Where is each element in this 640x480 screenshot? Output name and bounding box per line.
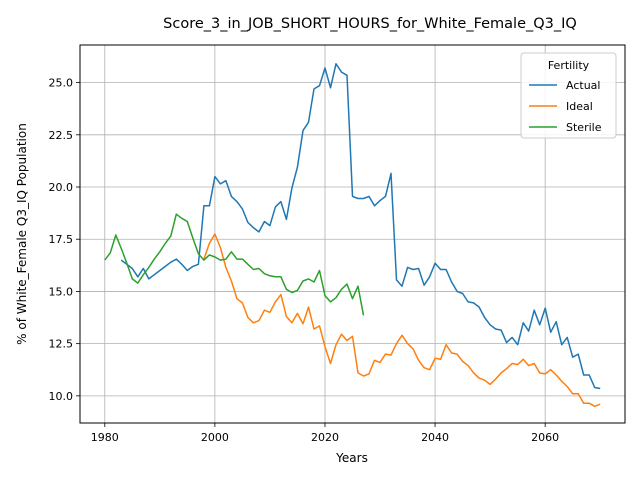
plot-frame (79, 44, 626, 424)
legend-label-sterile: Sterile (566, 121, 602, 134)
x-tick-label: 2060 (531, 431, 559, 444)
y-axis-ticks: 10.0 12.5 15.0 17.5 20.0 22.5 25.0 (49, 77, 80, 403)
y-tick-label: 17.5 (49, 233, 74, 246)
x-tick-label: 2020 (311, 431, 339, 444)
legend-label-ideal: Ideal (566, 100, 593, 113)
x-tick-label: 2040 (421, 431, 449, 444)
legend-box (520, 52, 617, 139)
x-tick-label: 2000 (201, 431, 229, 444)
y-tick-label: 22.5 (49, 129, 74, 142)
legend-label-actual: Actual (566, 79, 600, 92)
y-tick-label: 15.0 (49, 285, 74, 298)
x-axis-ticks: 1980 2000 2020 2040 2060 (91, 423, 559, 444)
y-axis-label: % of White_Female Q3_IQ Population (15, 123, 29, 345)
series-line-actual (120, 63, 601, 390)
series-lines (104, 63, 601, 408)
series-line-sterile (104, 213, 365, 316)
y-tick-label: 12.5 (49, 338, 74, 351)
chart-title: Score_3_in_JOB_SHORT_HOURS_for_White_Fem… (163, 16, 577, 32)
y-tick-label: 25.0 (49, 77, 74, 90)
legend: Fertility Actual Ideal Sterile (520, 52, 617, 139)
x-axis-label: Years (335, 451, 368, 465)
y-tick-label: 10.0 (49, 390, 74, 403)
x-tick-label: 1980 (91, 431, 119, 444)
legend-title: Fertility (548, 59, 590, 72)
y-tick-label: 20.0 (49, 181, 74, 194)
series-line-ideal (203, 233, 601, 408)
